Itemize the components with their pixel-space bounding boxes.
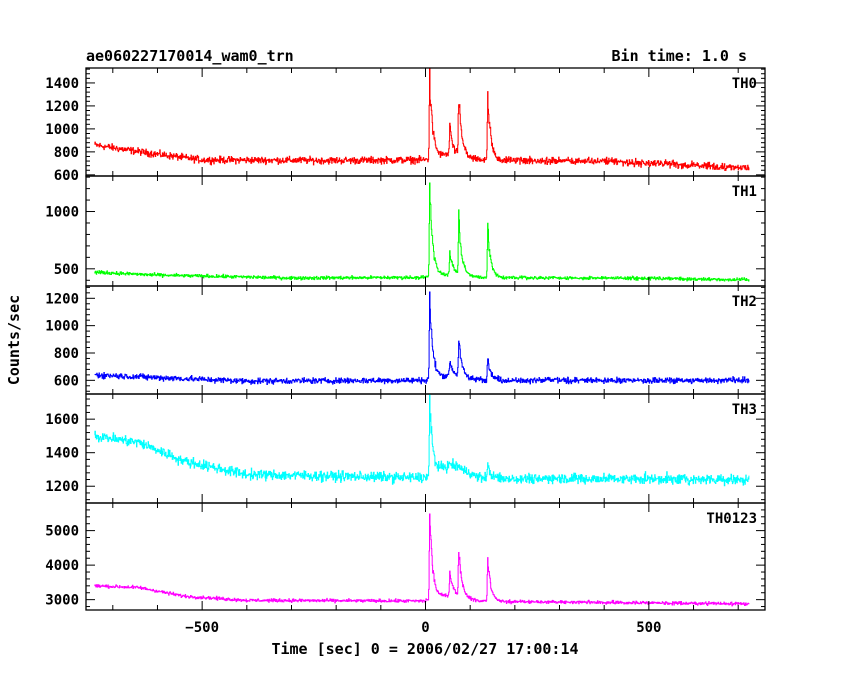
panel-th0123: 3000 4000 5000 TH0123: [45, 502, 766, 611]
y-tick-label: 600: [54, 168, 79, 184]
y-tick-label: 1400: [45, 446, 79, 462]
y-tick-label: 1200: [45, 479, 79, 495]
y-tick-label: 1000: [45, 122, 79, 138]
panel-th3: 1200 1400 1600 TH3: [45, 393, 766, 504]
panel-frame: [85, 175, 766, 287]
panel-frame: [85, 502, 766, 611]
series-th0: [94, 68, 750, 171]
y-tick-label: 1200: [45, 291, 79, 307]
panel-frame: [85, 285, 766, 395]
x-axis-label: Time [sec] 0 = 2006/02/27 17:00:14: [271, 640, 578, 658]
y-axis-label: Counts/sec: [5, 295, 23, 385]
chart-title: ae060227170014_wam0_trn: [86, 47, 294, 65]
series-th0123: [94, 513, 750, 607]
series-th3: [94, 394, 750, 487]
y-tick-label: 5000: [45, 524, 79, 540]
panel-label: TH0: [732, 76, 757, 92]
y-tick-label: 4000: [45, 558, 79, 574]
y-tick-label: 1000: [45, 205, 79, 221]
series-th1: [94, 182, 750, 282]
x-tick-label: −500: [185, 620, 219, 636]
panel-stack: 600 800 1000 1200 1400 TH0 500 1000 TH1 600 800 100…: [45, 67, 766, 611]
series-th2: [94, 291, 750, 385]
panel-th0: 600 800 1000 1200 1400 TH0: [45, 67, 766, 184]
y-tick-label: 1600: [45, 412, 79, 428]
y-tick-label: 3000: [45, 593, 79, 609]
x-tick-label: 0: [421, 620, 429, 636]
x-tick-label: 500: [636, 620, 661, 636]
panel-label: TH0123: [706, 511, 757, 527]
y-tick-label: 1200: [45, 99, 79, 115]
y-tick-label: 500: [54, 262, 79, 278]
x-axis: −500 0 500: [185, 620, 661, 636]
panel-th2: 600 800 1000 1200 TH2: [45, 285, 766, 395]
y-tick-label: 1400: [45, 76, 79, 92]
y-tick-label: 800: [54, 346, 79, 362]
y-tick-label: 800: [54, 145, 79, 161]
y-tick-label: 1000: [45, 319, 79, 335]
panel-label: TH2: [732, 294, 757, 310]
panel-label: TH3: [732, 402, 757, 418]
panel-th1: 500 1000 TH1: [45, 175, 766, 287]
bin-time-label: Bin time: 1.0 s: [612, 47, 747, 65]
panel-frame: [85, 393, 766, 504]
y-tick-label: 600: [54, 373, 79, 389]
panel-label: TH1: [732, 184, 757, 200]
